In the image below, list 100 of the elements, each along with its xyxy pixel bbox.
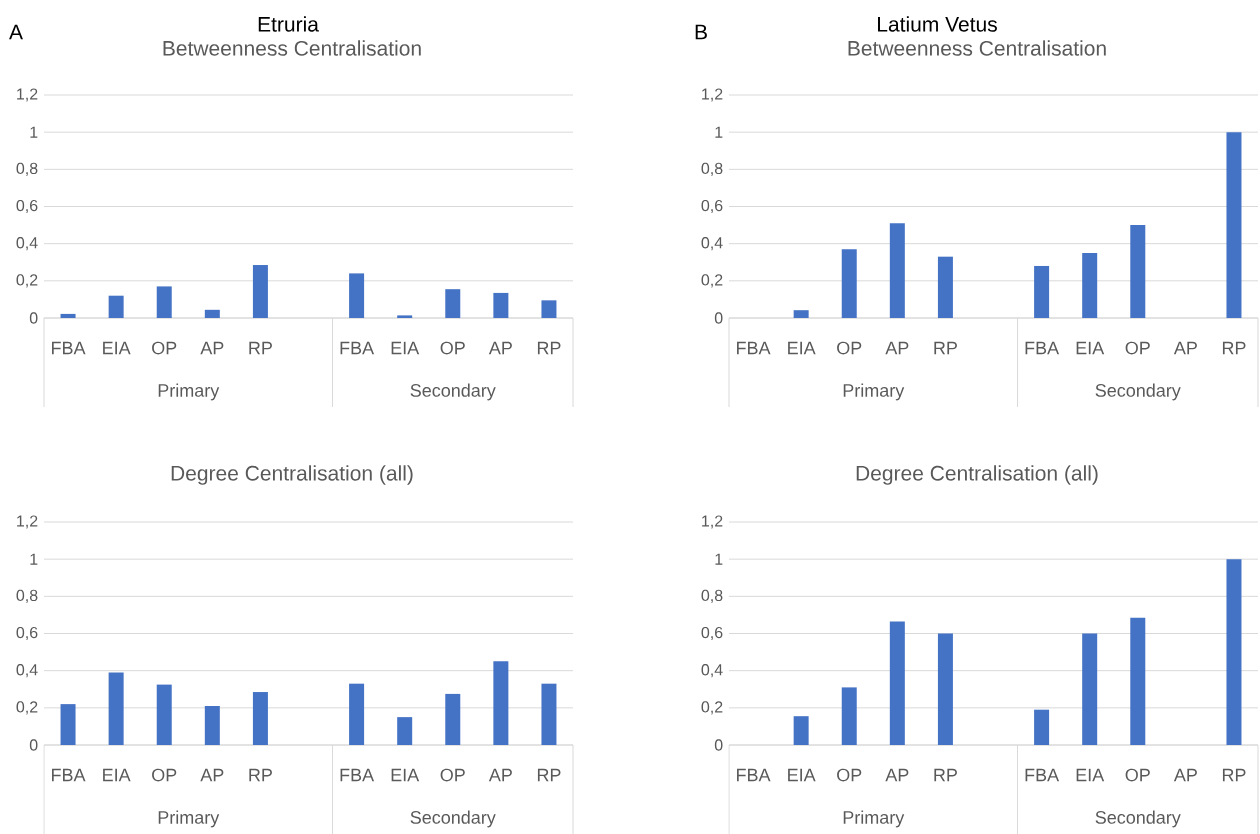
x-tick-label: RP <box>537 341 561 354</box>
text: Secondary <box>410 810 496 828</box>
y-tick-label: 0 <box>29 312 38 324</box>
x-tick-label: FBA <box>737 768 771 781</box>
y-tick-label: 0,4 <box>701 236 723 251</box>
x-tick-label: RP <box>537 768 561 781</box>
bar <box>493 661 509 745</box>
y-tick-label: 1 <box>30 126 38 138</box>
text: Secondary <box>410 383 496 401</box>
x-tick-label: AP <box>200 768 224 781</box>
x-tick-label: AP <box>488 341 512 354</box>
x-tick-label: FBA <box>340 341 375 354</box>
bar <box>60 703 76 745</box>
y-tick-label: 0,6 <box>701 626 723 640</box>
x-tick-label: RP <box>1222 341 1246 354</box>
text: Secondary <box>1095 383 1181 401</box>
x-tick-label: OP <box>440 768 465 782</box>
bar <box>889 621 905 745</box>
y-tick-label: 0,6 <box>16 626 38 640</box>
x-tick-label: FBA <box>1025 768 1060 781</box>
x-tick-label: RP <box>934 341 957 354</box>
bar <box>841 687 857 745</box>
y-tick-label: 0,2 <box>16 700 38 715</box>
y-tick-label: 0,8 <box>16 162 38 176</box>
bar <box>204 309 220 318</box>
bar <box>397 716 413 745</box>
y-tick-label: 1,2 <box>17 515 38 529</box>
chart-title: Betweenness Centralisation <box>848 40 1106 56</box>
bar <box>60 313 76 318</box>
x-tick-label: AP <box>1173 341 1197 354</box>
y-tick-label: 0,4 <box>16 663 38 678</box>
text: Primary <box>158 383 220 401</box>
x-tick-label: FBA <box>52 341 86 354</box>
bar <box>841 248 857 318</box>
bar <box>1130 617 1146 745</box>
bar <box>1130 224 1146 318</box>
bar <box>445 693 461 745</box>
x-tick-label: AP <box>200 341 224 354</box>
bar <box>252 691 268 745</box>
bar <box>397 315 413 318</box>
y-tick-label: 0,8 <box>701 589 723 603</box>
x-tick-label: RP <box>249 768 272 781</box>
bar <box>541 683 557 745</box>
x-tick-label: FBA <box>340 768 375 781</box>
x-tick-label: FBA <box>52 768 86 781</box>
x-tick-label: OP <box>440 341 465 355</box>
x-tick-label: EIA <box>788 341 816 354</box>
bar <box>937 633 953 745</box>
y-tick-label: 0,4 <box>16 236 38 251</box>
bar <box>156 684 172 745</box>
y-tick-label: 0,8 <box>701 162 723 176</box>
y-tick-label: 0,2 <box>701 273 723 288</box>
y-tick-label: 1,2 <box>702 515 723 529</box>
x-tick-label: OP <box>1125 768 1150 782</box>
x-tick-label: EIA <box>788 768 816 781</box>
bar <box>108 672 124 745</box>
y-tick-label: 1,2 <box>702 88 723 102</box>
y-tick-label: 0,6 <box>701 199 723 213</box>
text: Secondary <box>1095 810 1181 828</box>
x-tick-label: OP <box>152 341 177 355</box>
bar <box>493 292 509 318</box>
x-tick-label: AP <box>1173 768 1197 781</box>
x-tick-label: OP <box>152 768 177 782</box>
y-tick-label: 0 <box>714 739 723 751</box>
text: Latium Vetus <box>878 16 997 32</box>
x-tick-label: EIA <box>103 768 131 781</box>
x-tick-label: FBA <box>737 341 771 354</box>
chart-title: Degree Centralisation (all) <box>171 465 413 485</box>
chart-title: Degree Centralisation (all) <box>856 465 1098 485</box>
bar <box>1082 633 1098 745</box>
x-tick-label: AP <box>488 768 512 781</box>
bar <box>204 705 220 745</box>
text: B <box>695 24 707 39</box>
y-tick-label: 1 <box>715 126 723 138</box>
text: Primary <box>158 810 220 828</box>
bar <box>252 264 268 318</box>
y-tick-label: 0,4 <box>701 663 723 678</box>
text: Primary <box>843 383 905 401</box>
x-tick-label: EIA <box>391 768 420 781</box>
bar <box>445 288 461 318</box>
bar <box>349 683 365 745</box>
x-tick-label: FBA <box>1025 341 1060 354</box>
x-tick-label: OP <box>1125 341 1150 355</box>
bar <box>793 715 809 745</box>
bar <box>1034 265 1050 318</box>
y-tick-label: 0,2 <box>16 273 38 288</box>
bar <box>1226 558 1242 745</box>
y-tick-label: 0 <box>29 739 38 751</box>
y-tick-label: 0,6 <box>16 199 38 213</box>
y-tick-label: 0,2 <box>701 700 723 715</box>
y-tick-label: 1,2 <box>17 88 38 102</box>
y-tick-label: 1 <box>715 553 723 565</box>
x-tick-label: AP <box>885 768 909 781</box>
text: A <box>9 24 23 39</box>
x-tick-label: EIA <box>1076 768 1105 781</box>
x-tick-label: OP <box>837 768 862 782</box>
x-tick-label: RP <box>934 768 957 781</box>
chart-title: Betweenness Centralisation <box>163 40 421 56</box>
bar <box>349 273 365 318</box>
x-tick-label: EIA <box>1076 341 1105 354</box>
